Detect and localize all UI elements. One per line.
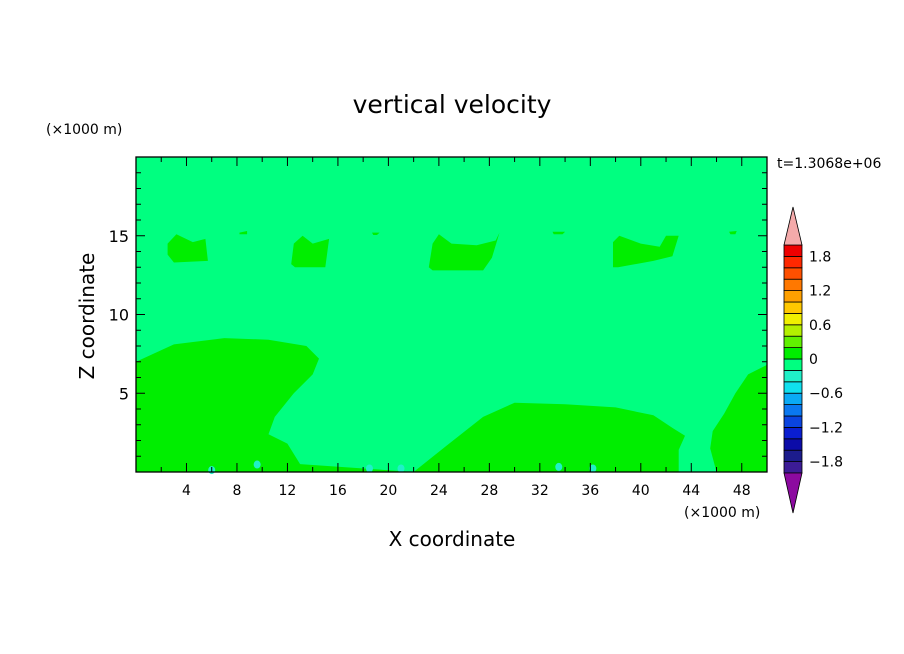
surface-blob-4 xyxy=(397,464,405,473)
y-unit-label: (×1000 m) xyxy=(46,122,122,138)
chart-title: vertical velocity xyxy=(353,90,552,119)
colorbar-swatch xyxy=(783,335,803,349)
colorbar-over-arrow xyxy=(783,206,803,246)
colorbar-tick-label: 0 xyxy=(809,352,818,368)
colorbar-tick-label: −1.8 xyxy=(809,455,843,471)
contour-regions xyxy=(136,231,767,472)
colorbar-swatch xyxy=(783,290,803,303)
colorbar-swatch xyxy=(783,438,803,451)
contour-region-5 xyxy=(291,235,330,268)
x-tick-label: 44 xyxy=(682,483,700,499)
surface-blob-5 xyxy=(555,462,563,471)
time-label: t=1.3068e+06 xyxy=(777,156,881,172)
colorbar-tick-label: −1.2 xyxy=(809,420,843,436)
x-tick-label: 32 xyxy=(531,483,549,499)
colorbar-tick-label: 0.6 xyxy=(809,318,831,334)
colorbar-swatch xyxy=(783,301,803,314)
contour-region-3 xyxy=(710,364,767,472)
y-ticks: 5 10 15 xyxy=(109,172,767,457)
y-tick-label: 10 xyxy=(109,306,129,325)
contour-region-2 xyxy=(413,402,685,472)
colorbar-swatch xyxy=(783,358,803,371)
colorbar-swatch xyxy=(783,312,803,326)
colorbar-swatch xyxy=(783,324,803,337)
contour-region-7 xyxy=(613,235,679,268)
x-tick-label: 48 xyxy=(733,483,751,499)
colorbar-swatch xyxy=(783,392,803,406)
colorbar-swatch xyxy=(783,244,803,257)
contour-region-11 xyxy=(729,231,737,235)
colorbar-tick-label: −0.6 xyxy=(809,386,843,402)
x-tick-label: 8 xyxy=(232,483,241,499)
surface-blob-3 xyxy=(365,464,373,473)
x-unit-label: (×1000 m) xyxy=(684,505,760,521)
colorbar: 1.8 1.2 0.6 0 −0.6 −1.2 −1.8 xyxy=(783,206,843,514)
surface-blob-6 xyxy=(589,464,597,473)
contour-region-9 xyxy=(372,232,380,235)
x-tick-label: 4 xyxy=(182,483,191,499)
colorbar-swatch xyxy=(783,369,803,383)
colorbar-swatch xyxy=(783,381,803,394)
x-tick-label: 20 xyxy=(379,483,397,499)
contour-region-4 xyxy=(167,234,208,263)
y-tick-label: 15 xyxy=(109,227,129,246)
x-axis-label: X coordinate xyxy=(389,527,516,551)
colorbar-swatch xyxy=(783,278,803,292)
x-tick-label: 24 xyxy=(430,483,448,499)
contour-region-6 xyxy=(428,232,500,271)
x-ticks: 4 8 12 16 20 24 28 32 36 40 44 48 xyxy=(160,157,768,499)
contour-region-1 xyxy=(136,338,414,472)
colorbar-swatch xyxy=(783,449,803,463)
colorbar-swatch xyxy=(783,404,803,417)
y-tick-label: 5 xyxy=(119,384,129,403)
contour-region-10 xyxy=(552,231,566,235)
y-axis-label: Z coordinate xyxy=(75,253,99,380)
contour-region-8 xyxy=(239,231,248,235)
x-tick-label: 40 xyxy=(632,483,650,499)
colorbar-swatch xyxy=(783,255,803,269)
surface-blob-2 xyxy=(253,460,261,469)
colorbar-swatch xyxy=(783,347,803,360)
colorbar-tick-label: 1.2 xyxy=(809,284,831,300)
colorbar-swatch xyxy=(783,415,803,428)
x-tick-label: 36 xyxy=(581,483,599,499)
x-tick-label: 16 xyxy=(329,483,347,499)
colorbar-swatch xyxy=(783,461,803,474)
x-tick-label: 28 xyxy=(480,483,498,499)
x-tick-label: 12 xyxy=(279,483,297,499)
colorbar-swatch xyxy=(783,426,803,440)
colorbar-tick-label: 1.8 xyxy=(809,249,831,265)
colorbar-swatch xyxy=(783,267,803,280)
colorbar-under-arrow xyxy=(783,472,803,514)
